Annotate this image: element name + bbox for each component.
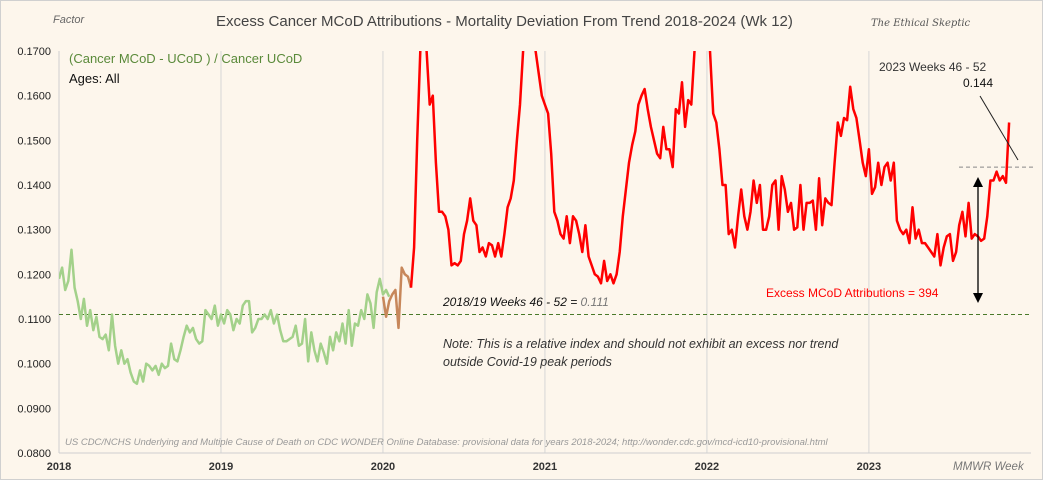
series-line-2: [381, 266, 413, 330]
y-tick-label: 0.1500: [17, 135, 51, 147]
y-tick-label: 0.1000: [17, 359, 51, 371]
x-tick-label: 2021: [533, 461, 557, 473]
y-tick-label: 0.1600: [17, 91, 51, 103]
note-line-1: Note: This is a relative index and shoul…: [443, 337, 839, 351]
x-axis-ticks: 2018 2019 2020 2021 2022 2023: [47, 461, 881, 473]
y-tick-label: 0.1300: [17, 225, 51, 237]
x-tick-label: 2019: [209, 461, 233, 473]
subtitle-formula: (Cancer MCoD - UCoD ) / Cancer UCoD: [69, 51, 302, 66]
recent-annotation-value: 0.144: [963, 76, 993, 90]
baseline-annotation-value: 0.111: [581, 295, 609, 309]
x-tick-label: 2020: [371, 461, 395, 473]
x-tick-label: 2018: [47, 461, 71, 473]
arrow-head-up-icon: [973, 177, 983, 187]
ages-label: Ages: All: [69, 71, 120, 86]
y-tick-label: 0.1700: [17, 46, 51, 58]
recent-callout-line: [979, 95, 1019, 161]
series-line-1: [59, 248, 391, 386]
series-line-3: [409, 51, 1011, 288]
recent-annotation-label: 2023 Weeks 46 - 52: [879, 60, 987, 74]
y-axis-ticks: 0.0800 0.0900 0.1000 0.1100 0.1200 0.1300 0.14…: [17, 46, 51, 460]
y-tick-label: 0.0800: [17, 448, 51, 460]
source-note: US CDC/NCHS Underlying and Multiple Caus…: [65, 437, 829, 448]
excess-annotation: Excess MCoD Attributions = 394: [766, 286, 939, 300]
x-tick-label: 2022: [695, 461, 719, 473]
chart-title: Excess Cancer MCoD Attributions - Mortal…: [216, 13, 793, 30]
note-line-2: outside Covid-19 peak periods: [443, 355, 612, 369]
x-tick-label: 2023: [857, 461, 881, 473]
y-tick-label: 0.1200: [17, 269, 51, 281]
baseline-annotation: 2018/19 Weeks 46 - 52 = 0.111: [442, 295, 609, 309]
x-gridlines: [220, 51, 870, 453]
arrow-head-down-icon: [973, 293, 983, 303]
y-tick-label: 0.1400: [17, 180, 51, 192]
y-axis-label: Factor: [53, 14, 86, 26]
x-axis-label: MMWR Week: [953, 461, 1025, 473]
y-tick-label: 0.0900: [17, 403, 51, 415]
series-group: [59, 51, 1011, 386]
baseline-annotation-label: 2018/19 Weeks 46 - 52 =: [442, 295, 581, 309]
y-tick-label: 0.1100: [18, 314, 51, 326]
brand-watermark: The Ethical Skeptic: [871, 18, 971, 29]
